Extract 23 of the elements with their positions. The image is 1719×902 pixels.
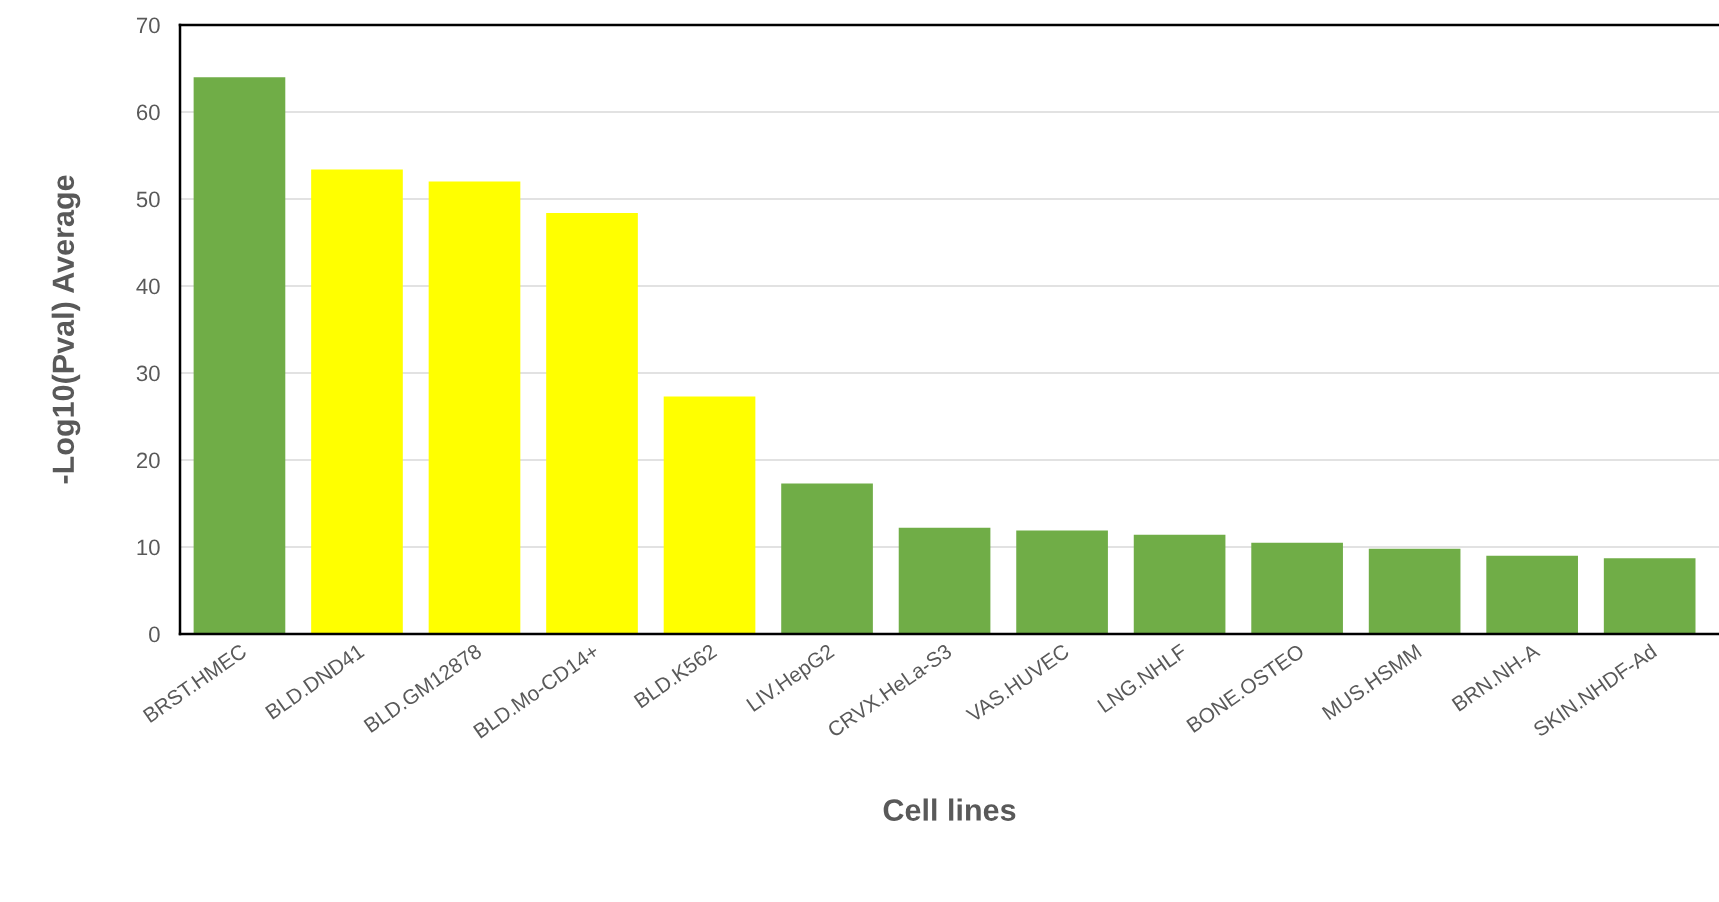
y-tick-label: 60: [136, 104, 160, 121]
y-tick-label: 70: [136, 17, 160, 34]
bar: [428, 181, 521, 634]
y-tick-label: 10: [137, 539, 160, 556]
y-tick-label: 40: [136, 278, 160, 295]
y-axis-title: -Log10(Pval) Average: [51, 175, 81, 484]
x-axis-title: Cell lines: [883, 798, 1016, 821]
bar: [546, 212, 638, 634]
bar: [781, 483, 873, 634]
bar: [311, 169, 403, 634]
bar: [1016, 530, 1108, 634]
bar: [1133, 534, 1226, 634]
y-tick-label: 30: [136, 365, 160, 382]
bar: [1486, 555, 1578, 634]
bar: [663, 396, 756, 634]
y-tick-label: 50: [136, 191, 160, 208]
bar: [1251, 542, 1343, 634]
bar: [193, 77, 286, 634]
y-tick-label: 20: [136, 452, 160, 469]
bar: [898, 527, 991, 634]
bar: [1368, 548, 1461, 634]
y-tick-label: 0: [149, 626, 160, 643]
bar: [1603, 558, 1696, 634]
